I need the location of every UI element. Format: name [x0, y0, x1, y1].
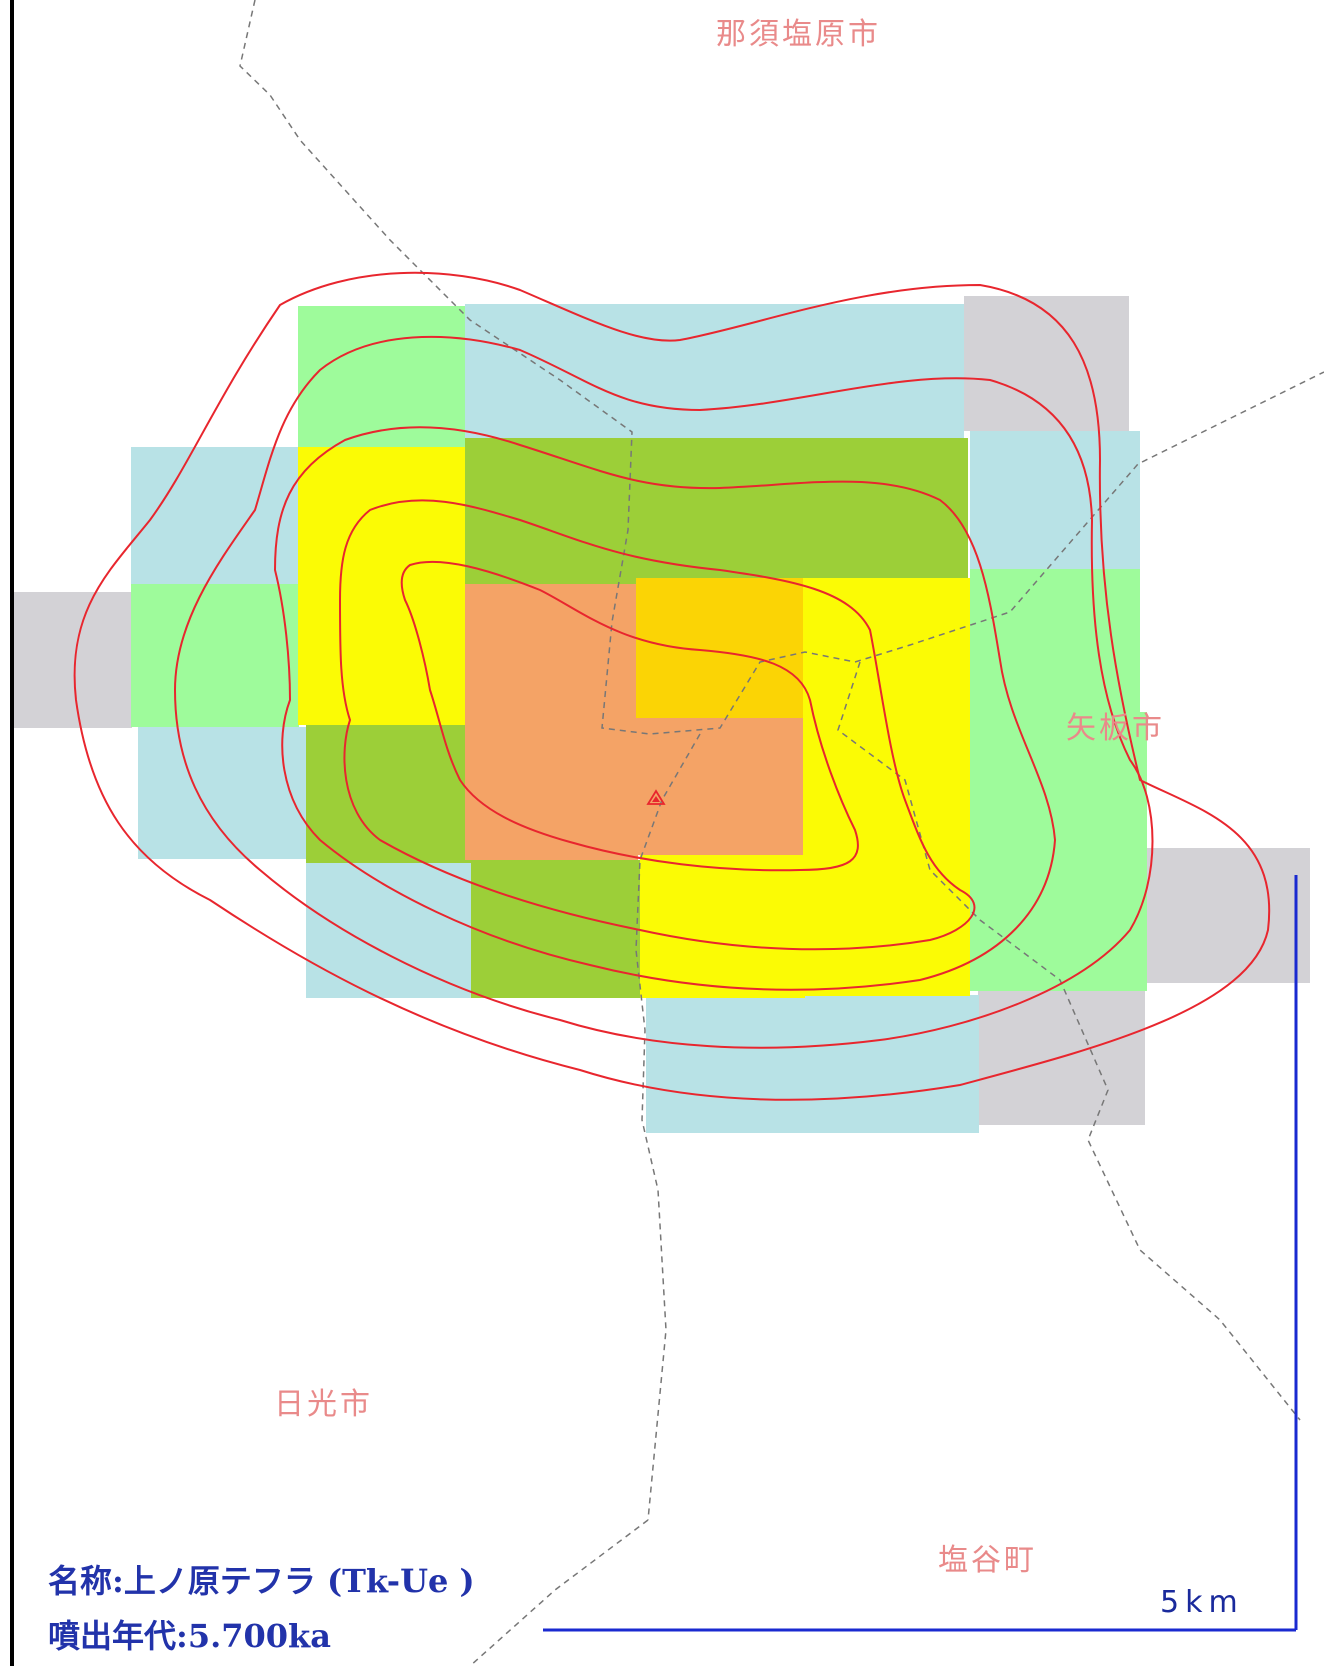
- grid-cell-yellow: [298, 447, 465, 725]
- boundary-line: [837, 661, 1301, 1421]
- boundary-line: [239, 0, 1324, 735]
- grid-cell-lightblue: [138, 727, 307, 859]
- grid-cell-grey: [14, 592, 132, 728]
- grid-cell-lightgreen: [131, 584, 299, 727]
- triangle-vent-inner-icon: [652, 796, 660, 802]
- place-label-shioya: 塩谷町: [938, 1543, 1037, 1578]
- grid-cell-gold: [636, 578, 803, 718]
- boundary-line: [469, 1519, 649, 1666]
- isopach-contours: [73, 271, 1271, 1101]
- grid-cell-grey: [964, 296, 1129, 431]
- isopach-contour-inner: [400, 560, 859, 872]
- grid-cell-lightblue: [646, 995, 979, 1133]
- place-label-yaita: 矢板市: [1066, 711, 1165, 746]
- grid-cell-lightgreen: [970, 569, 1140, 712]
- grid-cell-olive: [471, 860, 640, 998]
- grid-cell-grey: [1147, 848, 1310, 983]
- grid-cell-olive: [306, 723, 471, 863]
- grid-cell-lightblue: [306, 862, 471, 998]
- grid-cell-olive: [465, 438, 968, 584]
- grid-cell-lightgreen: [970, 712, 1147, 991]
- scale-bar: 5km: [543, 875, 1298, 1632]
- isopach-contour: [273, 426, 1057, 991]
- place-label-nasushiobara: 那須塩原市: [716, 17, 881, 52]
- grid-cell-orange: [636, 718, 803, 855]
- grid-cell-lightblue: [970, 431, 1140, 569]
- grid-cell-yellow: [803, 578, 970, 996]
- isopach-contour: [338, 499, 976, 951]
- municipal-boundaries: [239, 0, 1324, 1666]
- tephra-name: 名称:上ノ原テフラ (Tk-Ue ): [48, 1562, 475, 1600]
- triangle-vent-icon: [646, 789, 666, 805]
- grid-cell-lightgreen: [298, 306, 465, 447]
- thickness-grid: [14, 296, 1310, 1133]
- boundary-line: [635, 733, 701, 1521]
- grid-cell-yellow: [640, 855, 805, 998]
- isopach-contour-outer: [73, 271, 1271, 1101]
- grid-cell-orange: [465, 584, 638, 860]
- eruption-age: 噴出年代:5.700ka: [48, 1617, 331, 1655]
- scale-bar-label: 5km: [1160, 1585, 1244, 1620]
- grid-cell-lightblue: [465, 304, 964, 444]
- place-label-nikko: 日光市: [274, 1387, 373, 1422]
- grid-cell-lightblue: [131, 447, 299, 585]
- isopach-contour: [173, 335, 1154, 1049]
- grid-cell-grey: [978, 985, 1145, 1125]
